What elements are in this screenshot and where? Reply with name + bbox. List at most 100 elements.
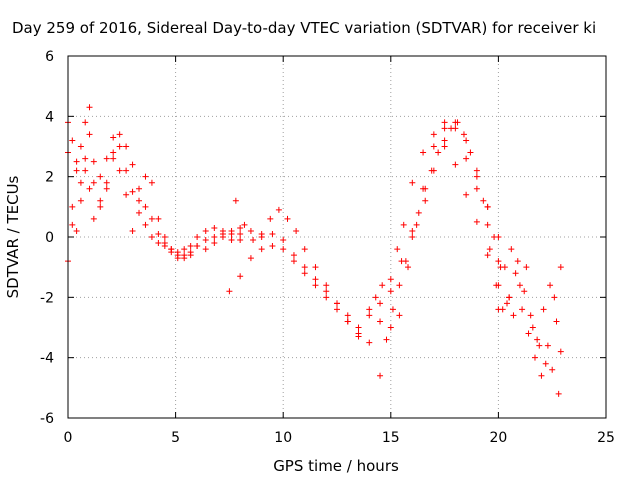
data-point xyxy=(290,252,297,259)
data-point xyxy=(202,246,209,253)
data-point xyxy=(237,273,244,280)
data-point xyxy=(155,215,162,222)
data-point xyxy=(86,131,93,138)
data-point xyxy=(226,288,233,295)
data-point xyxy=(148,215,155,222)
data-point xyxy=(441,119,448,126)
data-point xyxy=(448,125,455,132)
data-point xyxy=(510,312,517,319)
data-point xyxy=(219,234,226,240)
data-point xyxy=(187,243,194,250)
series-6 xyxy=(247,125,513,331)
data-point xyxy=(463,191,470,198)
data-point xyxy=(110,155,117,162)
data-point xyxy=(495,306,502,313)
data-point xyxy=(237,237,244,244)
data-point xyxy=(280,237,287,244)
data-point xyxy=(123,191,130,198)
y-tick-label: 6 xyxy=(45,49,54,65)
data-point xyxy=(323,294,330,301)
data-point xyxy=(110,149,117,156)
data-point xyxy=(422,197,429,204)
data-point xyxy=(312,282,319,289)
data-point xyxy=(211,240,218,247)
series-2 xyxy=(65,104,244,262)
data-point xyxy=(161,234,168,240)
data-point xyxy=(521,288,528,295)
data-point xyxy=(454,119,461,126)
data-point xyxy=(534,336,541,343)
data-point xyxy=(155,240,162,247)
data-point xyxy=(301,264,308,271)
x-tick-label: 0 xyxy=(64,430,73,446)
data-point xyxy=(372,294,379,301)
data-point xyxy=(174,249,181,256)
series-4 xyxy=(226,131,502,340)
data-point xyxy=(129,227,136,234)
data-point xyxy=(557,348,564,355)
data-point xyxy=(73,158,80,165)
data-point xyxy=(232,197,239,204)
data-point xyxy=(486,246,493,253)
data-point xyxy=(228,227,235,234)
data-point xyxy=(136,209,143,216)
data-point xyxy=(312,264,319,271)
data-point xyxy=(275,206,282,213)
data-point xyxy=(540,306,547,313)
y-tick-label: 4 xyxy=(45,109,54,125)
y-tick-label: -2 xyxy=(40,290,54,306)
data-point xyxy=(551,294,558,301)
data-point xyxy=(547,282,554,289)
data-point xyxy=(506,294,513,301)
data-point xyxy=(344,318,351,325)
data-point xyxy=(473,167,480,174)
series-9 xyxy=(486,246,564,379)
data-point xyxy=(123,143,130,150)
data-point xyxy=(73,167,80,174)
data-point xyxy=(129,161,136,168)
data-point xyxy=(542,360,549,367)
data-point xyxy=(86,185,93,192)
data-point xyxy=(484,203,491,210)
data-point xyxy=(355,330,362,337)
data-point xyxy=(473,185,480,192)
data-point xyxy=(536,342,543,349)
data-point xyxy=(409,234,416,240)
data-point xyxy=(463,155,470,162)
data-point xyxy=(323,282,330,289)
data-point xyxy=(493,282,500,289)
data-point xyxy=(531,354,538,361)
data-point xyxy=(284,215,291,222)
data-point xyxy=(82,167,89,174)
data-point xyxy=(136,197,143,204)
data-point xyxy=(247,227,254,234)
x-tick-label: 10 xyxy=(274,430,292,446)
data-point xyxy=(377,300,384,307)
data-point xyxy=(377,318,384,325)
data-point xyxy=(77,179,84,186)
data-point xyxy=(504,300,511,307)
data-point xyxy=(97,203,104,210)
data-point xyxy=(301,246,308,253)
series-8 xyxy=(484,203,562,397)
data-point xyxy=(480,197,487,204)
y-tick-label: -6 xyxy=(40,411,54,427)
data-point xyxy=(82,119,89,126)
data-point xyxy=(142,221,149,228)
data-point xyxy=(355,324,362,331)
data-point xyxy=(142,203,149,210)
data-point xyxy=(420,149,427,156)
data-point xyxy=(495,258,502,265)
data-point xyxy=(116,131,123,138)
data-point xyxy=(129,188,136,195)
data-point xyxy=(123,167,130,174)
data-point xyxy=(508,246,515,253)
data-point xyxy=(82,155,89,162)
data-point xyxy=(366,306,373,313)
data-point xyxy=(516,282,523,289)
data-point xyxy=(181,246,188,253)
data-point xyxy=(97,173,104,180)
x-tick-labels: 0 5 10 15 20 25 xyxy=(64,430,615,446)
data-point xyxy=(202,237,209,244)
